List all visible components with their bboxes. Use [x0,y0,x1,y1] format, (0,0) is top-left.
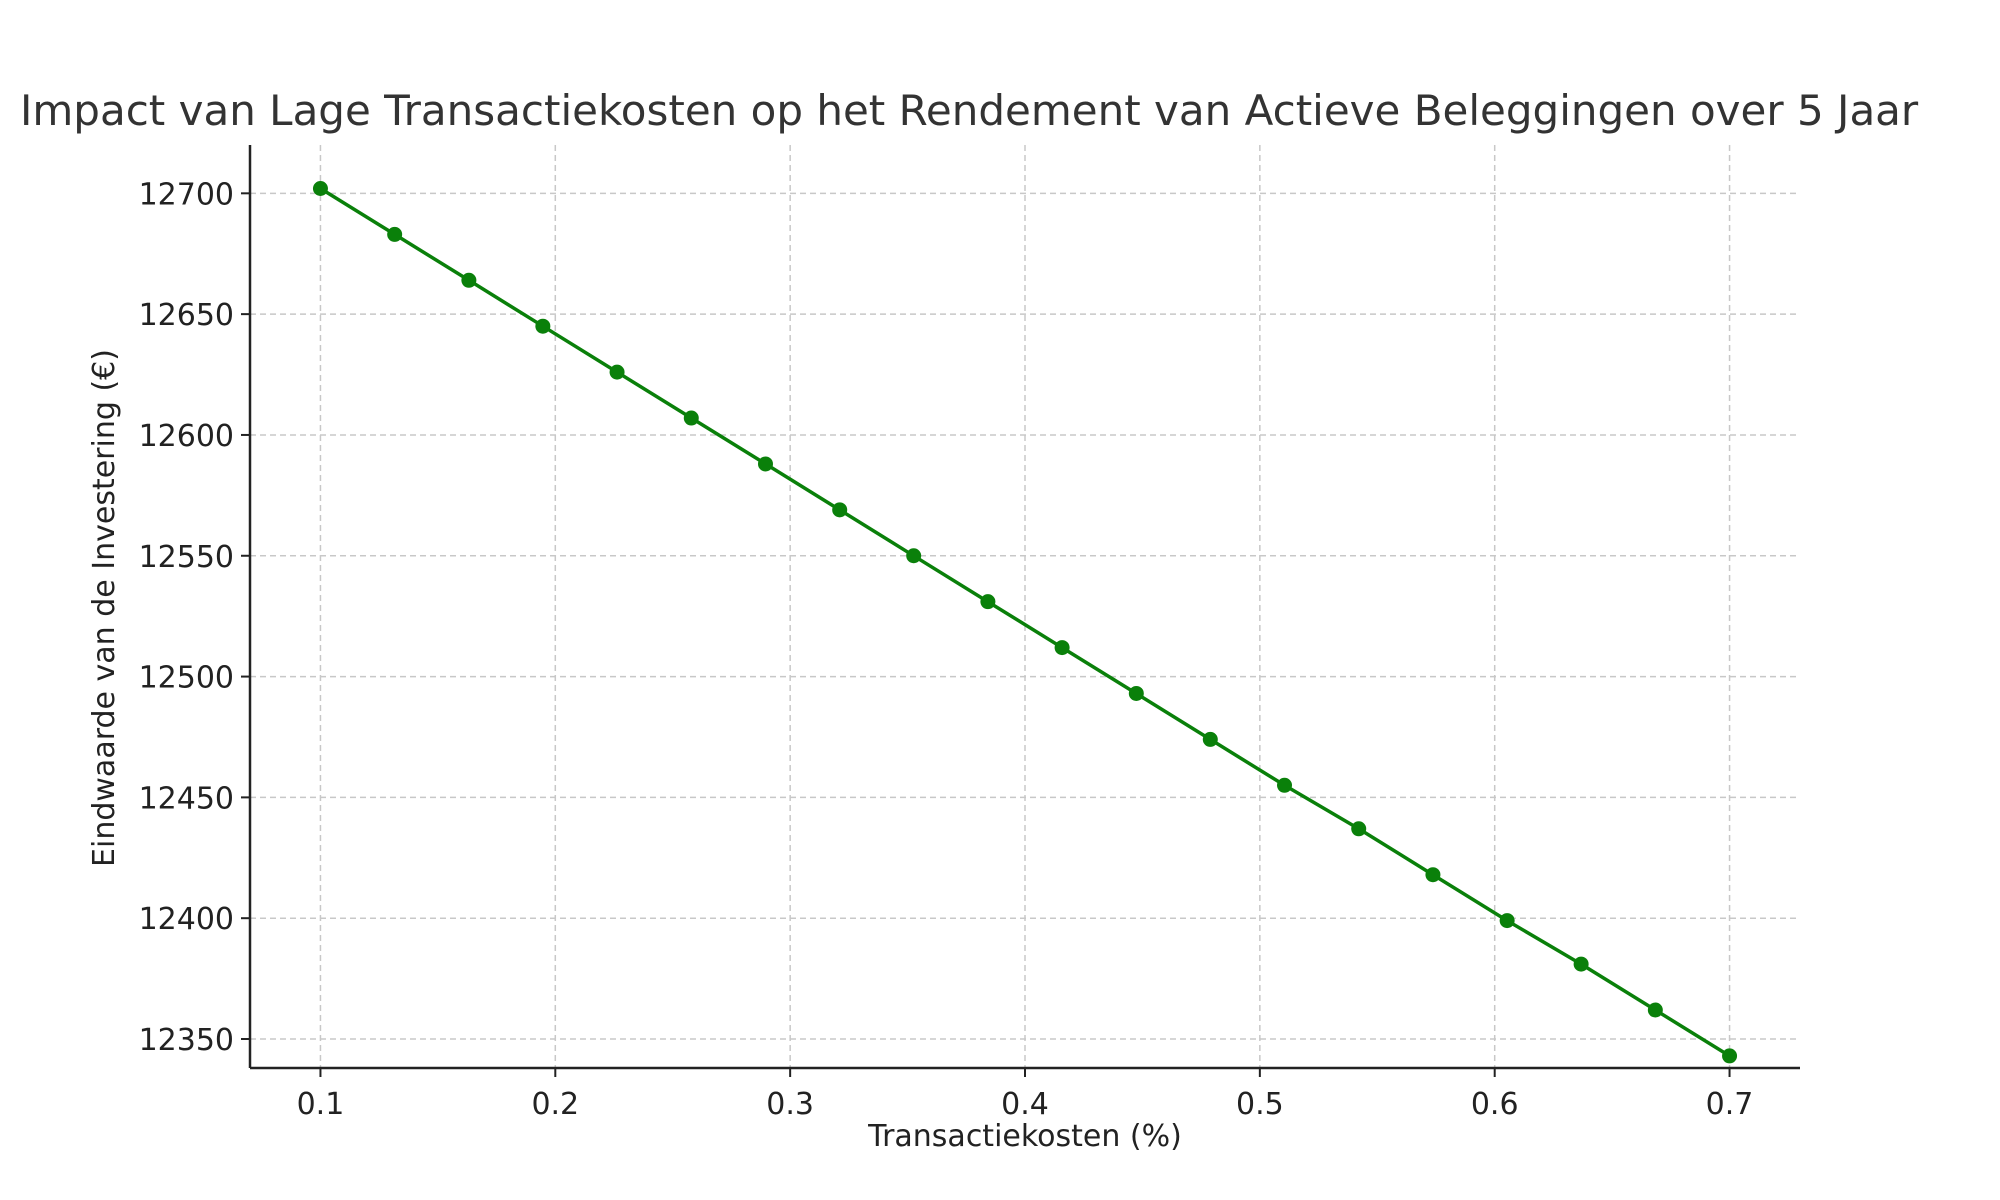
data-point [1647,1002,1663,1018]
y-tick-label: 12500 [139,661,234,696]
data-point [757,456,773,472]
chart-title: Impact van Lage Transactiekosten op het … [20,86,1919,135]
data-point [1722,1048,1738,1064]
x-tick-label: 0.6 [1471,1087,1519,1122]
data-point [1202,731,1218,747]
y-tick-label: 12550 [139,540,234,575]
data-point [609,364,625,380]
y-tick-label: 12600 [139,419,234,454]
data-point [387,226,403,242]
grid [250,145,1800,1068]
x-tick-label: 0.1 [297,1087,345,1122]
data-point [1573,956,1589,972]
data-point [1128,685,1144,701]
y-tick-label: 12700 [139,177,234,212]
x-tick-label: 0.4 [1001,1087,1049,1122]
data-point [1277,777,1293,793]
y-axis-label: Eindwaarde van de Investering (€) [87,349,122,867]
data-series [312,180,1738,1064]
data-point [535,318,551,334]
data-point [906,548,922,564]
series-line [319,187,1731,1058]
x-tick-label: 0.3 [766,1087,814,1122]
x-tick-labels: 0.1 0.2 0.3 0.4 0.5 0.6 0.7 [297,1087,1754,1122]
data-point [1425,867,1441,883]
data-point [980,594,996,610]
y-tick-label: 12650 [139,298,234,333]
x-axis-label: Transactiekosten (%) [867,1119,1182,1154]
data-point [683,410,699,426]
data-point [1351,821,1367,837]
x-tick-label: 0.5 [1236,1087,1284,1122]
x-tick-label: 0.7 [1706,1087,1754,1122]
y-tick-labels: 12350 12400 12450 12500 12550 12600 12650 12700 [139,177,234,1058]
data-point [832,502,848,518]
data-point [1499,913,1515,929]
x-tick-label: 0.2 [531,1087,579,1122]
y-tick-label: 12450 [139,781,234,816]
y-tick-label: 12350 [139,1023,234,1058]
axes [241,145,1800,1077]
data-point [1054,640,1070,656]
data-point [312,180,328,196]
data-point [461,272,477,288]
y-tick-label: 12400 [139,902,234,937]
